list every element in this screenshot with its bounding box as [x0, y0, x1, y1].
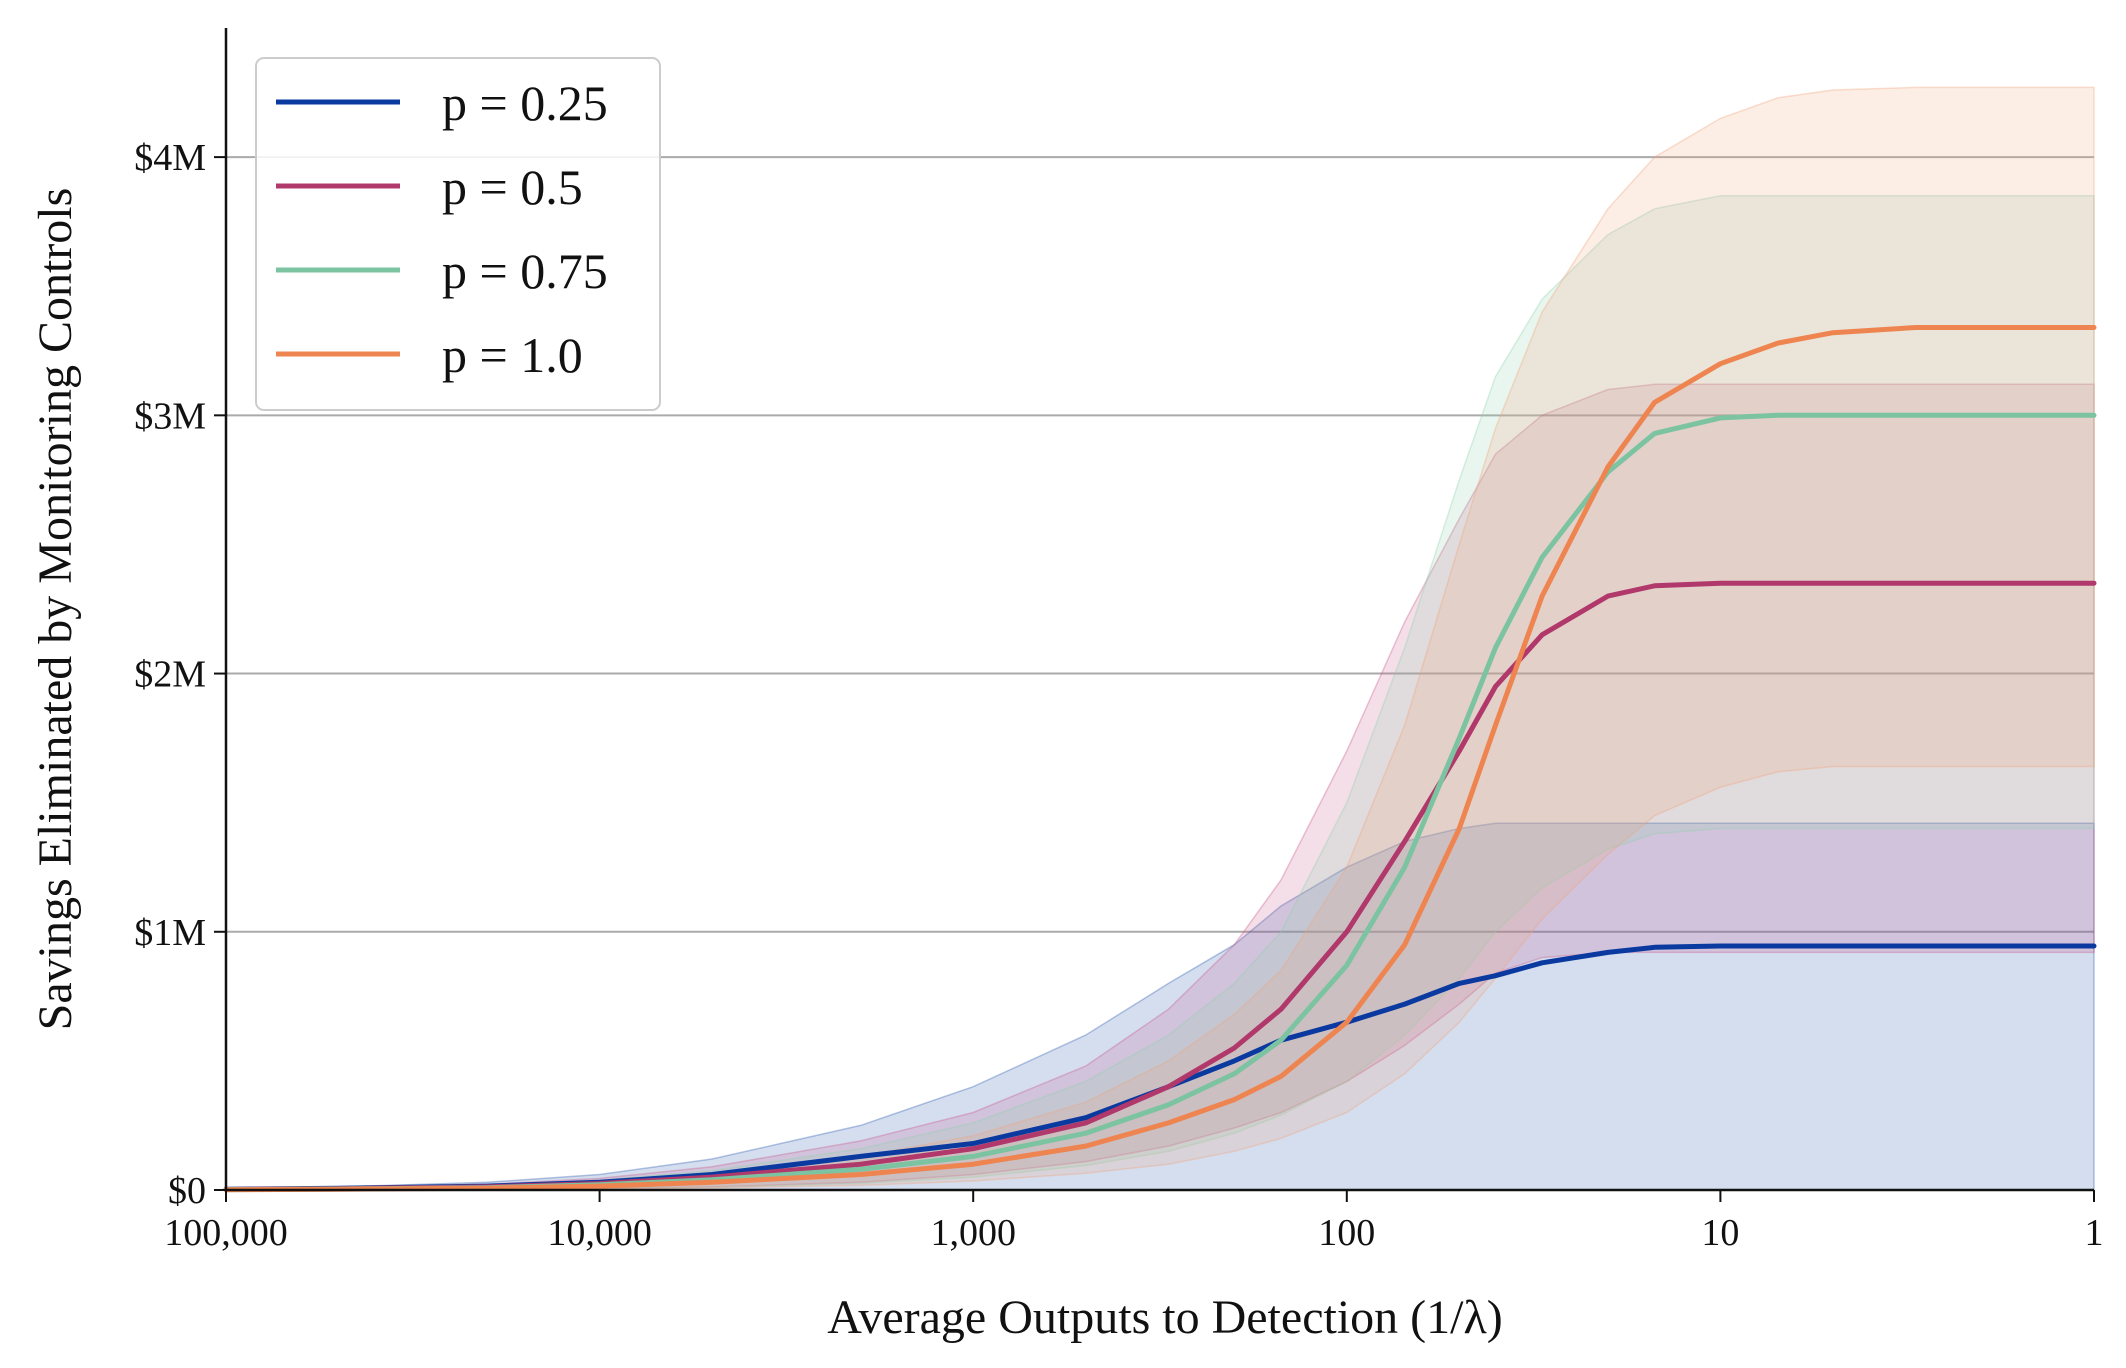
y-tick-label: $4M — [134, 137, 206, 179]
x-tick-label: 10 — [1701, 1212, 1739, 1254]
legend-item: p = 0.25 — [276, 75, 608, 131]
legend-frame — [255, 57, 661, 411]
legend-item: p = 0.5 — [276, 159, 583, 215]
x-tick-label: 100,000 — [164, 1212, 288, 1254]
x-tick-label: 1,000 — [930, 1212, 1016, 1254]
legend-label: p = 0.75 — [442, 243, 608, 299]
x-axis-title: Average Outputs to Detection (1/λ) — [827, 1291, 1503, 1344]
y-tick-label: $3M — [134, 395, 206, 437]
series-lines — [223, 325, 2097, 1193]
legend: p = 0.25 p = 0.5 p = 0.75 p = 1.0 — [255, 57, 661, 411]
confidence-band-3 — [225, 86, 2095, 1191]
axes — [214, 28, 2095, 1202]
x-tick-label: 1 — [2085, 1212, 2104, 1254]
legend-label: p = 0.5 — [442, 159, 583, 215]
tick-labels: $0 $1M $2M $3M $4M 100,000 10,000 1,000 100 10 1 — [134, 137, 2103, 1254]
series-line-3 — [223, 325, 2097, 1193]
legend-label: p = 1.0 — [442, 327, 583, 383]
x-tick-label: 100 — [1318, 1212, 1375, 1254]
y-axis-title: Savings Eliminated by Monitoring Control… — [29, 188, 82, 1031]
y-tick-label: $0 — [168, 1170, 206, 1212]
confidence-band-1 — [225, 383, 2095, 1191]
y-tick-label: $1M — [134, 912, 206, 954]
legend-item: p = 1.0 — [276, 327, 583, 383]
y-tick-label: $2M — [134, 654, 206, 696]
x-tick-label: 10,000 — [547, 1212, 652, 1254]
legend-label: p = 0.25 — [442, 75, 608, 131]
legend-item: p = 0.75 — [276, 243, 608, 299]
